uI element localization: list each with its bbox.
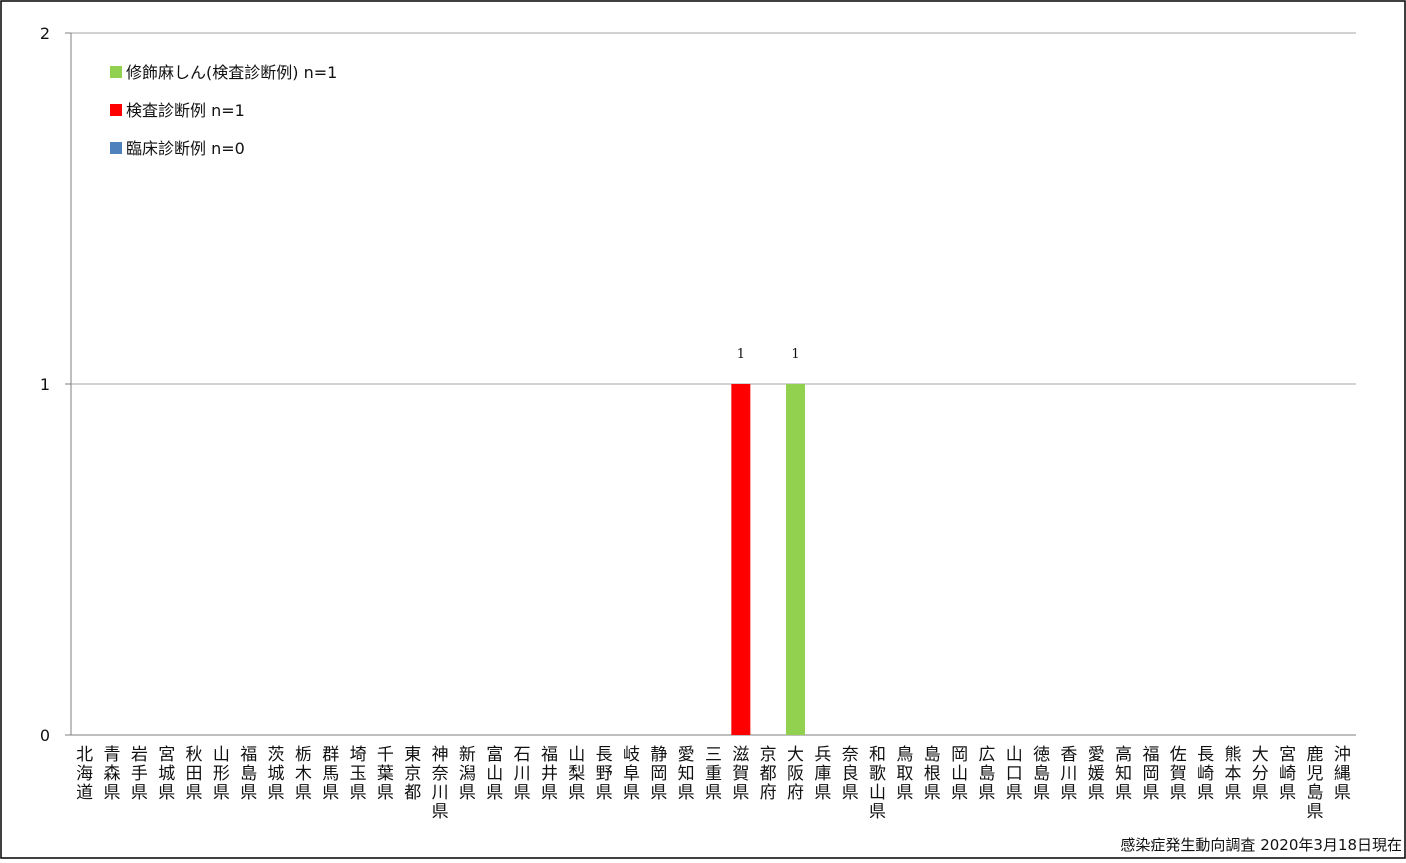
- y-tick-label: 0: [40, 726, 50, 745]
- x-tick-label: 兵庫県: [814, 745, 831, 803]
- y-tick-label: 2: [40, 24, 50, 43]
- x-tick-label: 神奈川県: [432, 745, 449, 822]
- x-tick-label: 千葉県: [377, 745, 394, 803]
- legend-swatch: [110, 104, 122, 116]
- source-caption: 感染症発生動向調査 2020年3月18日現在: [1120, 836, 1402, 854]
- x-tick-label: 佐賀県: [1170, 745, 1187, 803]
- x-tick-label: 富山県: [486, 745, 503, 803]
- data-label: 1: [791, 347, 799, 362]
- x-tick-label: 埼玉県: [350, 745, 367, 803]
- x-tick-label: 宮崎県: [1279, 745, 1296, 803]
- x-tick-label: 高知県: [1115, 745, 1132, 803]
- x-tick-label: 島根県: [924, 745, 941, 803]
- x-tick-label: 山口県: [1006, 745, 1023, 803]
- x-tick-label: 愛知県: [678, 745, 695, 803]
- x-tick-label: 岩手県: [131, 745, 148, 803]
- legend-label: 修飾麻しん(検査診断例) n=1: [126, 63, 337, 82]
- x-tick-label: 福井県: [541, 745, 558, 803]
- x-tick-label: 大分県: [1252, 745, 1269, 803]
- x-tick-label: 秋田県: [186, 745, 203, 803]
- x-tick-label: 群馬県: [322, 745, 339, 803]
- x-tick-label: 宮城県: [158, 745, 175, 803]
- x-tick-label: 茨城県: [268, 745, 285, 803]
- x-tick-label: 東京都: [404, 745, 421, 803]
- x-tick-label: 鳥取県: [896, 745, 913, 803]
- x-tick-label: 岐阜県: [623, 745, 640, 803]
- x-tick-label: 和歌山県: [869, 745, 886, 822]
- x-tick-label: 岡山県: [951, 745, 968, 803]
- x-tick-label: 徳島県: [1033, 745, 1050, 803]
- x-tick-label: 京都府: [760, 745, 777, 803]
- x-tick-label: 愛媛県: [1088, 745, 1105, 803]
- legend-swatch: [110, 66, 122, 78]
- x-tick-label: 滋賀県: [732, 745, 749, 803]
- x-tick-label: 青森県: [104, 745, 121, 803]
- x-tick-label: 大阪府: [787, 745, 804, 803]
- data-label: 1: [737, 347, 745, 362]
- bar: [786, 384, 806, 735]
- x-tick-label: 広島県: [978, 745, 995, 803]
- x-tick-label: 静岡県: [650, 745, 667, 803]
- x-tick-label: 山梨県: [568, 745, 585, 803]
- x-tick-label: 新潟県: [459, 745, 476, 803]
- x-tick-label: 北海道: [76, 745, 93, 803]
- x-tick-label: 香川県: [1060, 745, 1077, 803]
- bar: [731, 384, 751, 735]
- legend-swatch: [110, 142, 122, 154]
- x-tick-label: 熊本県: [1224, 745, 1241, 803]
- x-tick-label: 奈良県: [842, 745, 859, 803]
- x-tick-label: 福島県: [240, 745, 257, 803]
- x-tick-label: 三重県: [705, 745, 722, 803]
- x-tick-label: 沖縄県: [1334, 745, 1351, 803]
- x-tick-label: 長野県: [596, 745, 613, 803]
- x-tick-label: 山形県: [213, 745, 230, 803]
- legend-label: 臨床診断例 n=0: [126, 139, 245, 158]
- x-tick-label: 鹿児島県: [1306, 745, 1323, 822]
- x-tick-label: 石川県: [514, 745, 531, 803]
- x-tick-label: 長崎県: [1197, 745, 1214, 803]
- legend-label: 検査診断例 n=1: [126, 101, 245, 120]
- x-tick-label: 栃木県: [295, 745, 312, 803]
- x-tick-label: 福岡県: [1142, 745, 1159, 803]
- y-tick-label: 1: [40, 375, 50, 394]
